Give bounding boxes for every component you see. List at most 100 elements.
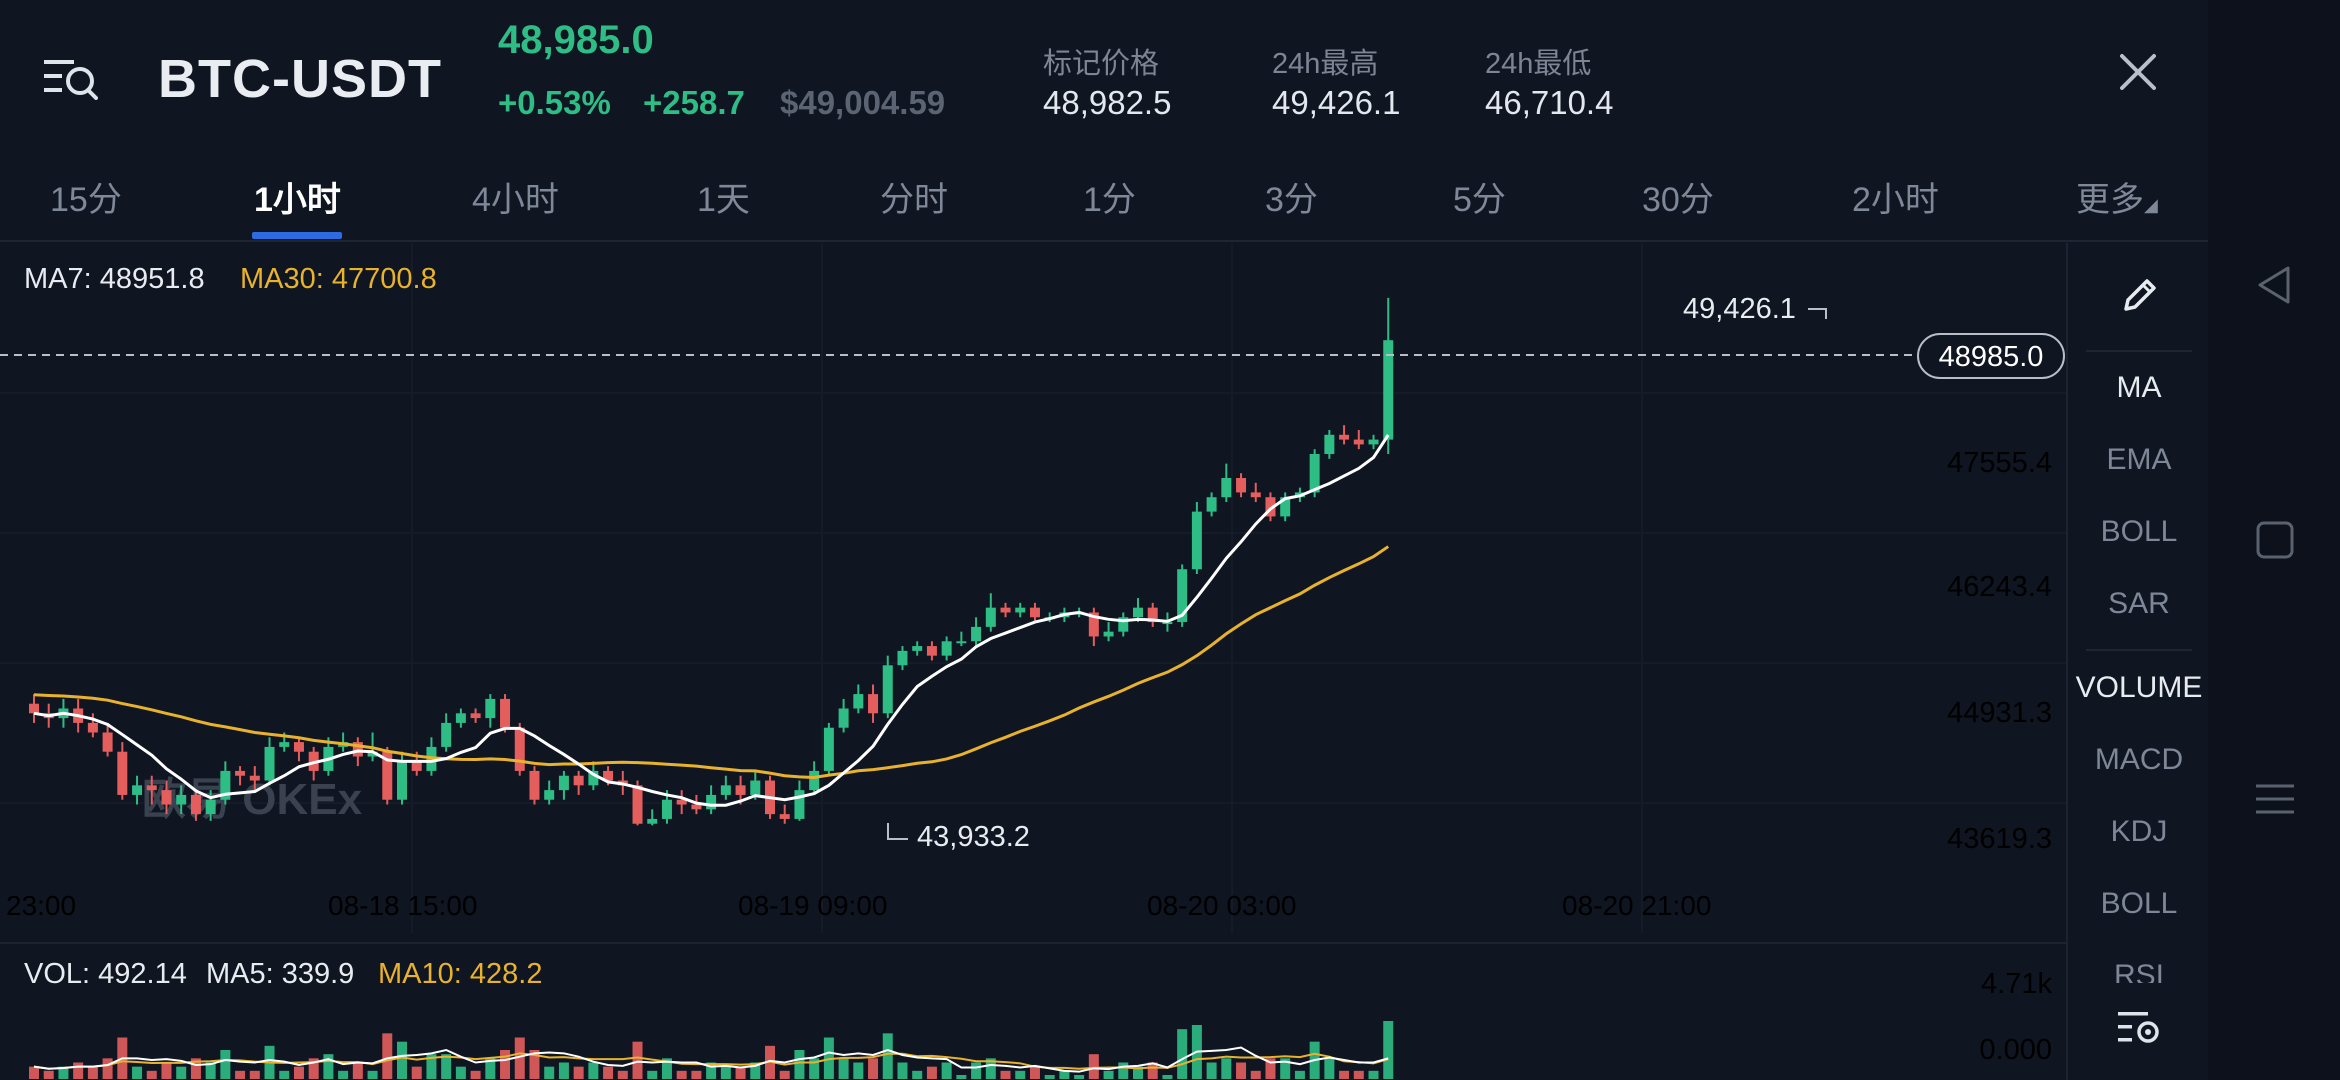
candle-body[interactable]: [706, 794, 717, 810]
candle-body[interactable]: [397, 761, 407, 800]
candle-body[interactable]: [1162, 622, 1173, 625]
tab-4h[interactable]: 4小时: [472, 181, 559, 219]
candle-body[interactable]: [455, 713, 466, 723]
candle-body[interactable]: [941, 641, 952, 656]
candle-body[interactable]: [279, 742, 290, 747]
candle-body[interactable]: [235, 770, 246, 776]
kline-chart[interactable]: 欧易 OKEx 48985.0 49,426.1 43,933.2 MA7: 4…: [0, 243, 2066, 1080]
indicator-kdj[interactable]: KDJ: [2110, 815, 2168, 848]
candle-body[interactable]: [293, 742, 304, 752]
candle-body[interactable]: [411, 761, 422, 771]
candle-body[interactable]: [779, 814, 790, 819]
indicator-boll-sub[interactable]: BOLL: [2100, 887, 2178, 920]
candle-body[interactable]: [926, 646, 937, 656]
candle-body[interactable]: [868, 694, 879, 714]
tab-timeline[interactable]: 分时: [880, 181, 948, 219]
candle-body[interactable]: [1368, 439, 1379, 445]
candle-body[interactable]: [190, 794, 201, 815]
tab-1m[interactable]: 1分: [1083, 181, 1136, 219]
candle-body[interactable]: [1133, 607, 1143, 618]
candle-body[interactable]: [1221, 478, 1232, 498]
hamburger-menu-icon[interactable]: [2248, 772, 2302, 826]
candle-body[interactable]: [87, 722, 98, 733]
indicator-rsi[interactable]: RSI: [2113, 959, 2164, 983]
candle-body[interactable]: [588, 770, 599, 786]
indicator-sar[interactable]: SAR: [2108, 587, 2170, 620]
candle-body[interactable]: [897, 650, 908, 666]
candle-body[interactable]: [1118, 617, 1129, 632]
candle-body[interactable]: [1265, 497, 1276, 517]
candle-body[interactable]: [441, 722, 452, 747]
candle-body[interactable]: [1177, 569, 1188, 623]
candle-body[interactable]: [132, 785, 143, 795]
candle-body[interactable]: [603, 770, 614, 781]
candle-body[interactable]: [367, 751, 378, 757]
candle-body[interactable]: [1250, 492, 1261, 498]
indicator-boll-main[interactable]: BOLL: [2100, 515, 2178, 548]
candle-body[interactable]: [1000, 607, 1011, 613]
candle-body[interactable]: [205, 799, 216, 815]
candle-body[interactable]: [1280, 497, 1291, 517]
pair-title[interactable]: BTC-USDT: [158, 49, 442, 109]
candle-body[interactable]: [1103, 631, 1114, 637]
candle-body[interactable]: [1309, 453, 1320, 493]
candle-body[interactable]: [971, 626, 982, 642]
candle-body[interactable]: [1015, 607, 1026, 613]
candle-body[interactable]: [102, 732, 113, 752]
candle-body[interactable]: [1029, 607, 1040, 618]
candle-body[interactable]: [176, 794, 187, 805]
candle-body[interactable]: [794, 790, 805, 819]
tab-3m[interactable]: 3分: [1265, 181, 1318, 219]
pencil-icon[interactable]: [2118, 273, 2162, 317]
indicator-ema[interactable]: EMA: [2106, 443, 2172, 476]
tab-1d[interactable]: 1天: [697, 181, 750, 219]
candle-body[interactable]: [809, 770, 820, 791]
candle-body[interactable]: [1206, 497, 1217, 512]
tab-1h[interactable]: 1小时: [254, 181, 341, 219]
current-price-tag[interactable]: [1917, 333, 2065, 379]
candle-body[interactable]: [956, 641, 967, 644]
candle-body[interactable]: [382, 751, 393, 800]
candle-body[interactable]: [544, 790, 555, 800]
candle-body[interactable]: [485, 698, 496, 719]
candle-body[interactable]: [985, 607, 996, 627]
candle-body[interactable]: [1339, 434, 1350, 440]
tab-5m[interactable]: 5分: [1453, 181, 1506, 219]
candle-body[interactable]: [514, 727, 525, 771]
menu-search-icon[interactable]: [44, 50, 104, 110]
candle-body[interactable]: [29, 703, 39, 714]
candle-body[interactable]: [1147, 607, 1158, 623]
candle-body[interactable]: [249, 775, 260, 781]
candle-body[interactable]: [750, 780, 761, 795]
candle-body[interactable]: [1324, 434, 1335, 454]
triangle-back-icon[interactable]: [2248, 258, 2302, 312]
candle-body[interactable]: [823, 727, 834, 771]
close-icon[interactable]: [2112, 46, 2164, 98]
candle-body[interactable]: [647, 818, 658, 824]
candle-body[interactable]: [838, 708, 849, 728]
candle-body[interactable]: [691, 804, 702, 810]
candle-body[interactable]: [558, 775, 569, 791]
candle-body[interactable]: [529, 770, 540, 800]
candle-body[interactable]: [676, 799, 687, 805]
candle-body[interactable]: [470, 713, 481, 719]
candle-body[interactable]: [1383, 340, 1394, 440]
candle-body[interactable]: [1236, 478, 1247, 493]
candle-body[interactable]: [1088, 612, 1099, 637]
tab-15m[interactable]: 15分: [50, 181, 122, 219]
tab-30m[interactable]: 30分: [1642, 181, 1714, 219]
candle-body[interactable]: [573, 775, 584, 786]
candle-body[interactable]: [146, 785, 157, 791]
candle-body[interactable]: [1191, 511, 1202, 570]
candle-body[interactable]: [500, 698, 511, 728]
candle-body[interactable]: [117, 751, 128, 795]
square-home-icon[interactable]: [2248, 513, 2302, 567]
candle-body[interactable]: [912, 646, 923, 651]
candle-body[interactable]: [161, 790, 172, 805]
candle-body[interactable]: [220, 770, 231, 800]
tab-more[interactable]: 更多◢: [2076, 172, 2158, 221]
candle-body[interactable]: [882, 665, 893, 714]
candle-body[interactable]: [720, 785, 731, 795]
tab-2h[interactable]: 2小时: [1852, 181, 1939, 219]
candle-body[interactable]: [352, 742, 363, 757]
